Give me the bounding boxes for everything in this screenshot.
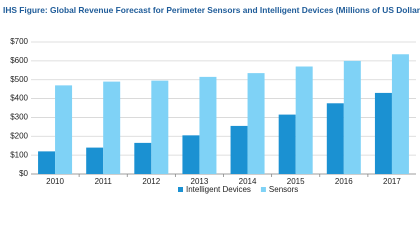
chart-title: IHS Figure: Global Revenue Forecast for … <box>3 5 420 15</box>
x-tick-label: 2016 <box>335 177 353 186</box>
legend-label: Sensors <box>269 185 298 194</box>
bar <box>199 76 217 174</box>
bar <box>247 73 265 174</box>
legend-label: Intelligent Devices <box>186 185 251 194</box>
bar <box>103 81 121 174</box>
x-tick-label: 2014 <box>239 177 257 186</box>
bar <box>86 147 104 174</box>
bar <box>55 85 73 174</box>
bar <box>182 135 200 174</box>
legend-swatch <box>260 187 266 192</box>
chart: IHS Figure: Global Revenue Forecast for … <box>3 5 420 194</box>
y-tick-label: $300 <box>10 113 28 122</box>
bar <box>343 60 361 174</box>
bar <box>151 80 169 174</box>
bar <box>38 151 56 174</box>
bar <box>230 125 248 174</box>
x-tick-label: 2017 <box>383 177 401 186</box>
y-tick-label: $200 <box>10 131 28 140</box>
y-tick-label: $700 <box>10 37 28 46</box>
x-tick-label: 2010 <box>46 177 64 186</box>
bar <box>278 114 296 174</box>
bar <box>295 66 313 174</box>
y-tick-label: $500 <box>10 75 28 84</box>
legend-swatch <box>178 187 183 192</box>
y-tick-label: $100 <box>10 150 28 159</box>
x-tick-label: 2015 <box>287 177 305 186</box>
y-tick-label: $400 <box>10 94 28 103</box>
x-tick-label: 2011 <box>95 177 113 186</box>
y-tick-label: $0 <box>19 169 28 178</box>
bar <box>134 142 152 174</box>
x-tick-label: 2012 <box>142 177 160 186</box>
bar <box>374 92 392 174</box>
y-tick-label: $600 <box>10 56 28 65</box>
bar <box>391 54 409 174</box>
bar <box>326 103 344 174</box>
x-tick-label: 2013 <box>191 177 209 186</box>
